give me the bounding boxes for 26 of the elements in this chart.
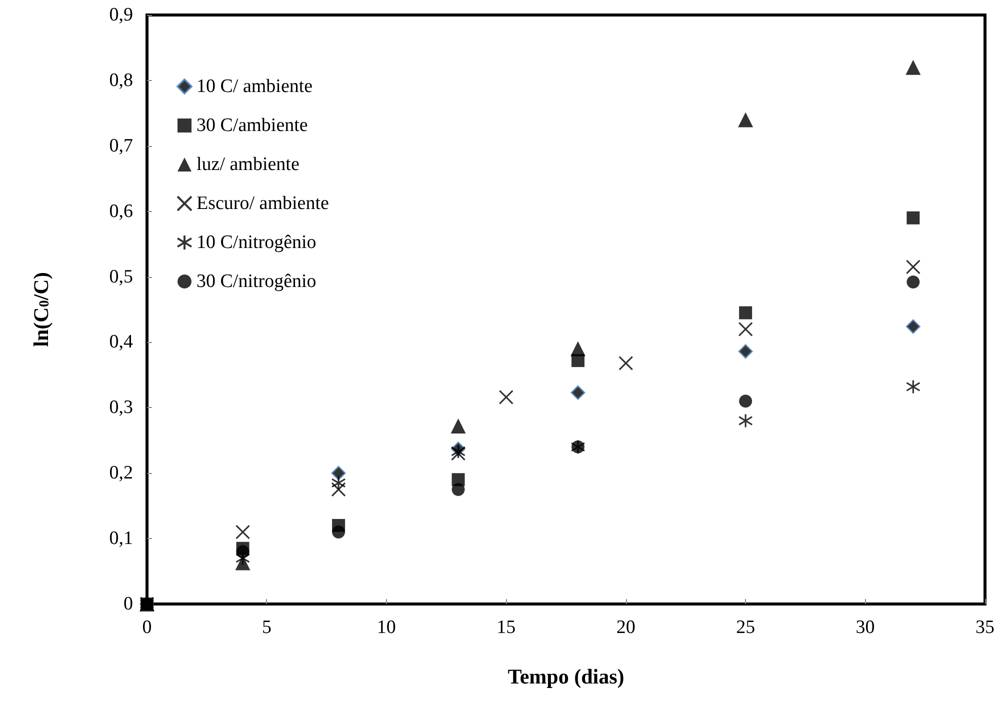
y-tick-label: 0,7 <box>109 135 133 156</box>
x-tick-label: 10 <box>376 617 396 638</box>
y-tick-label: 0,3 <box>109 397 133 418</box>
x-tick-label: 0 <box>142 617 152 638</box>
legend-label: 10 C/ ambiente <box>196 76 313 97</box>
x-axis-title: Tempo (dias) <box>508 664 624 688</box>
legend-label: 10 C/nitrogênio <box>196 232 316 253</box>
legend-label: 30 C/ambiente <box>196 115 308 136</box>
y-tick-label: 0,6 <box>109 200 133 222</box>
x-tick-label: 20 <box>616 617 636 638</box>
legend-label: Escuro/ ambiente <box>196 193 329 214</box>
y-tick-label: 0,2 <box>109 462 133 484</box>
legend-label: luz/ ambiente <box>196 154 300 175</box>
y-tick-label: 0,8 <box>109 70 133 91</box>
y-tick-label: 0,5 <box>109 266 133 288</box>
x-tick-label: 30 <box>856 617 875 638</box>
y-tick-label: 0,9 <box>109 4 133 26</box>
x-tick-label: 25 <box>736 617 756 638</box>
x-tick-label: 5 <box>262 617 272 638</box>
y-tick-label: 0,4 <box>109 332 134 353</box>
x-tick-label: 35 <box>976 617 994 638</box>
legend-label: 30 C/nitrogênio <box>196 271 316 292</box>
y-tick-label: 0 <box>124 594 133 614</box>
y-tick-label: 0,1 <box>109 528 133 550</box>
x-tick-label: 15 <box>496 617 516 638</box>
y-axis-title: ln(C0/C) <box>29 272 53 347</box>
